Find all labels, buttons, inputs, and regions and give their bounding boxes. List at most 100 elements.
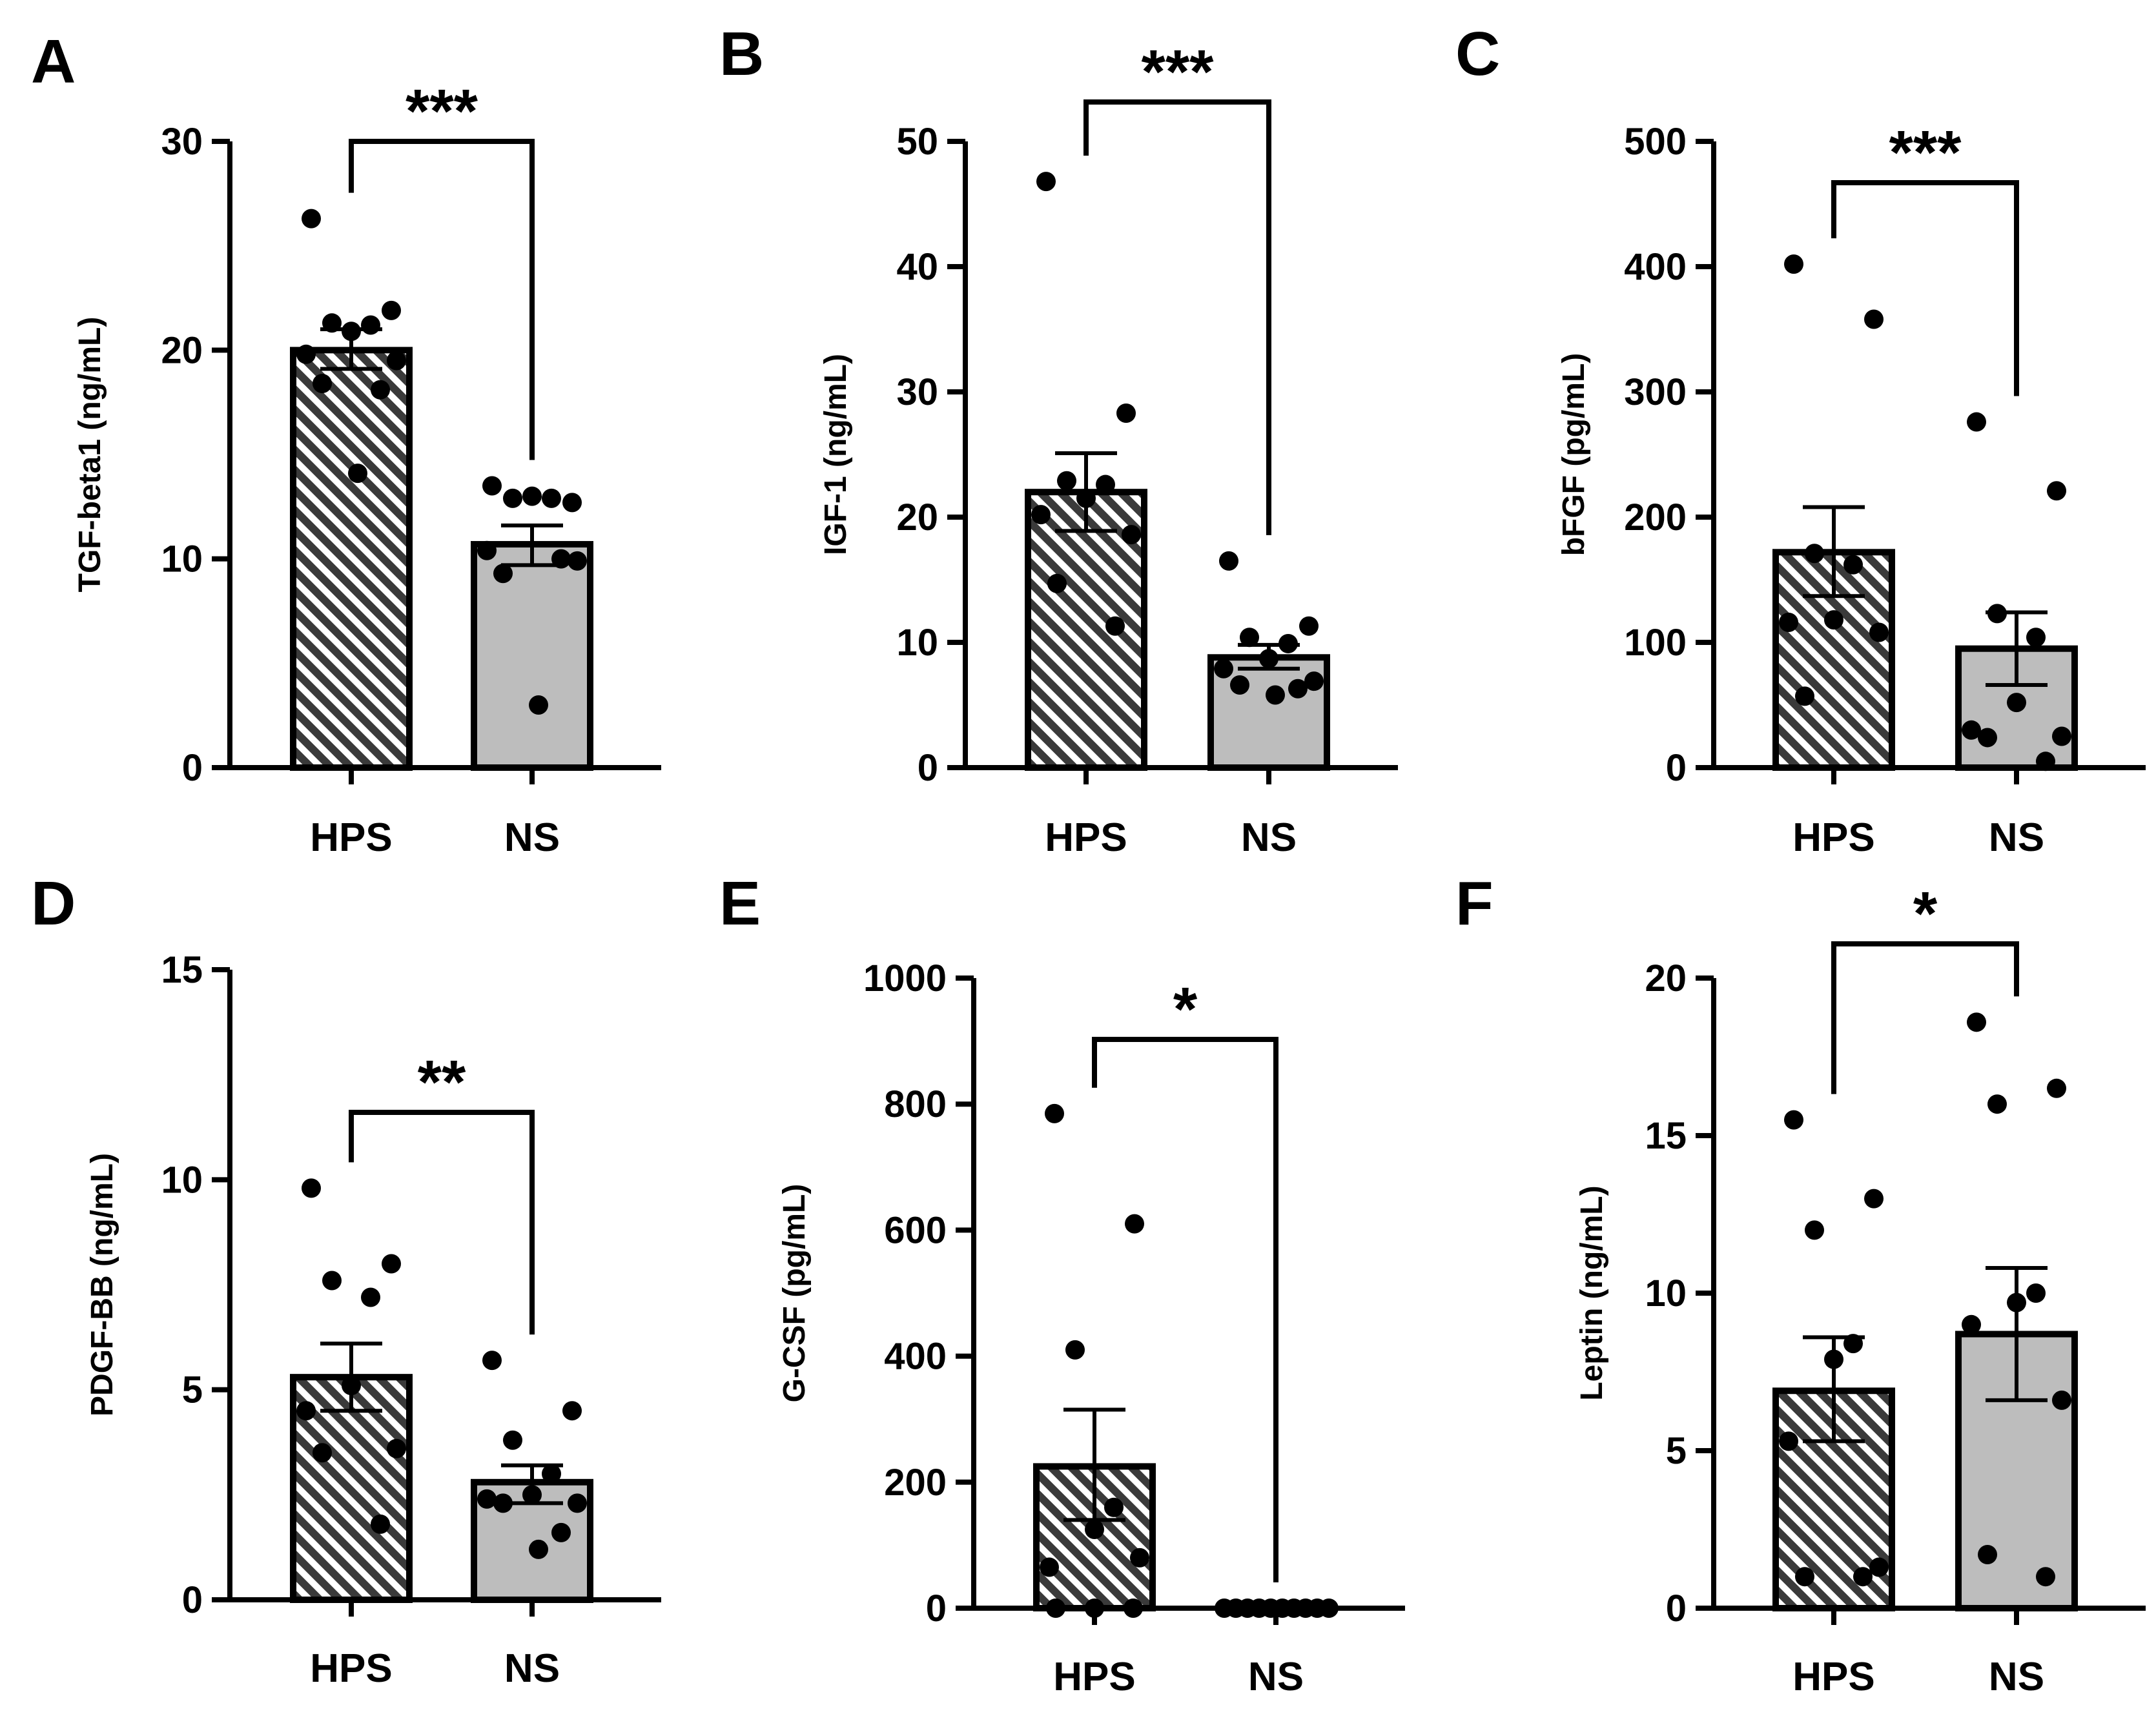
- data-point-ns: [562, 493, 582, 513]
- data-point-ns: [529, 695, 548, 715]
- data-point-hps: [1085, 1599, 1104, 1618]
- data-point-hps: [322, 1271, 342, 1291]
- panel-label: E: [719, 869, 761, 938]
- y-tick-label: 30: [896, 371, 938, 413]
- data-point-hps: [1795, 1567, 1814, 1587]
- y-tick-label: 15: [1645, 1115, 1687, 1157]
- category-label: HPS: [310, 1646, 392, 1691]
- category-label: NS: [504, 1646, 560, 1691]
- significance-bracket: [1831, 941, 2019, 1094]
- data-point-ns: [551, 1522, 571, 1542]
- category-label: HPS: [1045, 815, 1127, 860]
- data-point-hps: [1047, 573, 1067, 593]
- panel-label: C: [1455, 19, 1500, 88]
- category-label: HPS: [1792, 1655, 1874, 1699]
- panel-c: C 0 100 200 300 400 500 bFGF (pg/mL) HPS NS ***: [1455, 19, 2146, 860]
- y-tick-label: 10: [161, 1159, 203, 1201]
- bar-ns: [471, 541, 593, 771]
- data-point-hps: [1843, 1334, 1863, 1354]
- y-tick-label: 0: [182, 1579, 203, 1621]
- data-point-ns: [1962, 720, 1981, 740]
- data-point-hps: [342, 1376, 361, 1396]
- data-point-ns: [522, 1485, 542, 1505]
- panel-b: B 0 10 20 30 40 50 IGF-1 (ng/mL) HPS NS ***: [719, 19, 1398, 860]
- data-point-ns: [503, 488, 522, 508]
- y-tick-label: 5: [1666, 1430, 1687, 1472]
- data-point-ns: [2007, 1292, 2026, 1313]
- category-label: NS: [504, 815, 560, 860]
- data-point-hps: [1824, 610, 1843, 630]
- data-point-hps: [302, 209, 321, 229]
- data-point-ns: [1967, 1012, 1986, 1032]
- data-point-hps: [1065, 1340, 1085, 1360]
- data-point-hps: [1824, 1349, 1843, 1369]
- data-point-hps: [1105, 616, 1125, 636]
- panel-label: D: [31, 869, 76, 938]
- y-tick-label: 0: [1666, 747, 1687, 789]
- data-point-ns: [1987, 1094, 2007, 1114]
- category-label: HPS: [310, 815, 392, 860]
- y-tick-label: 0: [182, 747, 203, 789]
- data-point-ns: [503, 1430, 522, 1450]
- data-point-hps: [1843, 555, 1863, 575]
- category-label: HPS: [1792, 815, 1874, 860]
- data-point-hps: [361, 1287, 380, 1307]
- data-point-ns: [1978, 728, 1997, 748]
- data-point-hps: [1057, 471, 1076, 491]
- y-tick-label: 40: [896, 246, 938, 288]
- panel-f: F 0 5 10 15 20 Leptin (ng/mL) HPS NS *: [1455, 869, 2146, 1699]
- data-point-ns: [1987, 604, 2007, 624]
- data-point-ns: [2026, 1283, 2046, 1303]
- y-tick-label: 10: [896, 622, 938, 664]
- y-tick-label: 400: [1624, 246, 1687, 288]
- significance-bracket: [1831, 180, 2019, 396]
- y-tick-label: 0: [926, 1588, 947, 1629]
- data-point-hps: [382, 300, 401, 320]
- data-point-hps: [1779, 612, 1798, 632]
- y-tick-label: 20: [161, 329, 203, 371]
- data-point-hps: [1779, 1431, 1798, 1451]
- data-point-hps: [1125, 1214, 1144, 1234]
- significance-label: *: [1173, 975, 1198, 1044]
- data-point-ns: [551, 549, 571, 569]
- panel-label: B: [719, 19, 764, 88]
- significance-label: ***: [1141, 37, 1214, 107]
- y-tick-label: 300: [1624, 371, 1687, 413]
- significance-label: ***: [1889, 118, 1962, 187]
- data-point-hps: [1036, 172, 1056, 192]
- y-tick-label: 30: [161, 121, 203, 163]
- data-point-ns: [2026, 628, 2046, 648]
- panel-label: A: [31, 27, 76, 96]
- data-point-ns: [1967, 412, 1986, 432]
- y-tick-label: 0: [1666, 1588, 1687, 1629]
- data-point-ns: [529, 1539, 548, 1559]
- data-point-ns: [1288, 679, 1308, 699]
- y-axis-title: bFGF (pg/mL): [1557, 353, 1591, 557]
- data-point-hps: [296, 344, 316, 364]
- data-point-ns: [482, 476, 502, 496]
- y-tick-label: 800: [884, 1083, 947, 1125]
- y-tick-label: 10: [1645, 1272, 1687, 1314]
- panel-e: E 0 200 400 600 800 1000 G-CSF (pg/mL) HPS NS *: [719, 869, 1405, 1699]
- data-point-hps: [371, 1514, 390, 1534]
- data-point-hps: [1869, 622, 1889, 642]
- data-point-ns: [477, 540, 497, 560]
- data-point-ns: [2052, 726, 2071, 746]
- data-point-ns: [2052, 1390, 2071, 1410]
- data-point-ns: [522, 486, 542, 506]
- y-tick-label: 5: [182, 1369, 203, 1411]
- data-point-hps: [322, 313, 342, 333]
- data-point-hps: [371, 380, 390, 400]
- significance-label: **: [418, 1048, 466, 1117]
- category-label: HPS: [1053, 1655, 1135, 1699]
- data-point-hps: [1853, 1567, 1873, 1587]
- data-point-ns: [1259, 649, 1278, 669]
- data-point-hps: [1076, 488, 1096, 508]
- y-tick-label: 100: [1624, 622, 1687, 664]
- data-point-ns: [1978, 1545, 1997, 1565]
- y-tick-label: 200: [884, 1462, 947, 1504]
- data-point-ns: [1278, 633, 1298, 653]
- data-point-hps: [1046, 1599, 1065, 1618]
- data-point-hps: [1124, 1599, 1143, 1618]
- significance-bracket: [1092, 1037, 1278, 1582]
